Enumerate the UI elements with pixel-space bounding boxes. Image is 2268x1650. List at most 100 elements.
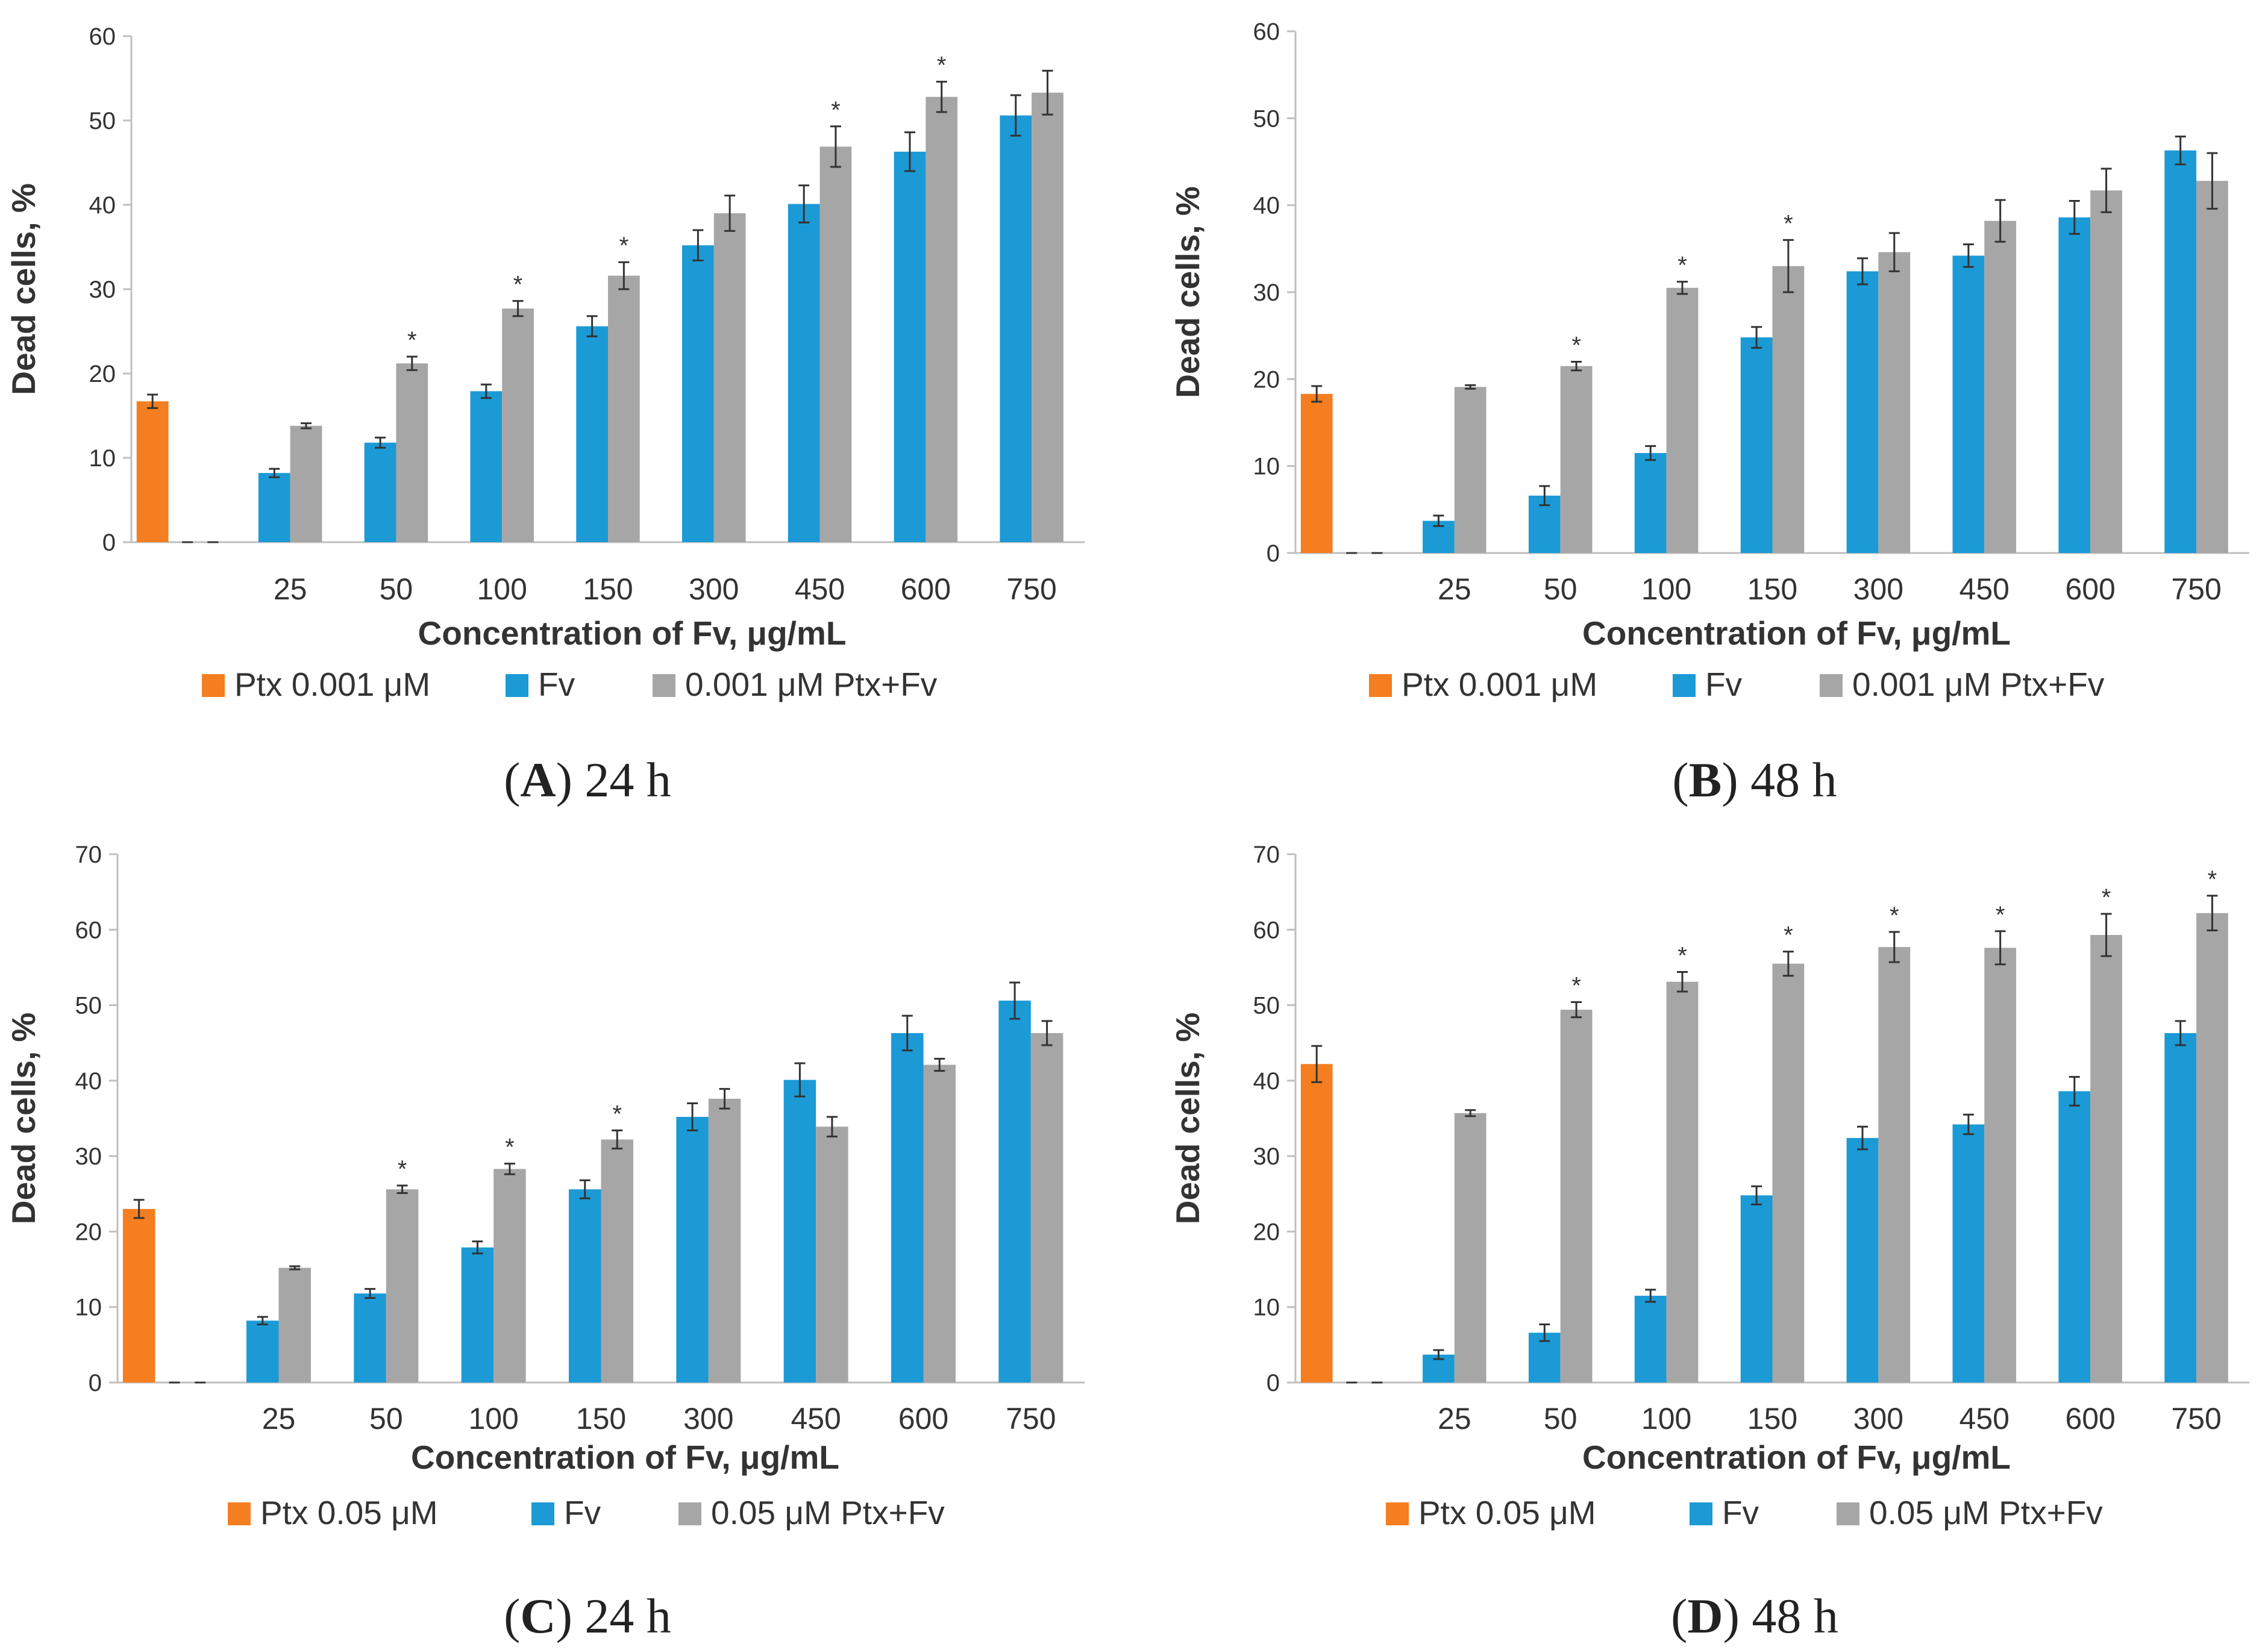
bar-fv-150: [569, 1189, 601, 1383]
bar-fv-750: [2164, 1033, 2197, 1383]
legend-swatch-ptx: [1369, 674, 1392, 697]
bar-ptx-control: [136, 401, 169, 542]
bar-combo-300: [1878, 252, 1911, 553]
x-tick-label: 50: [1544, 1402, 1577, 1436]
bar-fv-600: [894, 151, 926, 543]
y-tick-label: 30: [75, 1143, 102, 1170]
x-tick-label: 150: [583, 572, 633, 606]
bar-combo-100: [502, 308, 534, 542]
chart-panel-a: 0 10 20 30 40 50 60 25 * 50 * 100 * 150 300 * 450 * 600 750…: [5, 23, 1085, 807]
bar-fv-300: [1846, 271, 1879, 553]
bar-combo-100: [1666, 981, 1699, 1383]
x-tick-label: 50: [1544, 572, 1577, 606]
legend-label-fv: Fv: [1722, 1494, 1759, 1531]
bar-fv-100: [470, 391, 503, 542]
y-tick-label: 40: [1253, 1068, 1280, 1095]
bar-fv-300: [1846, 1138, 1879, 1383]
bar-combo-300: [1878, 947, 1911, 1383]
bar-combo-750: [2196, 181, 2228, 554]
x-axis-title: Concentration of Fv, μg/mL: [1582, 614, 2011, 652]
y-axis-title: Dead cells, %: [1169, 186, 1206, 398]
legend-swatch-fv: [506, 674, 528, 697]
legend-swatch-ptx: [228, 1502, 251, 1525]
legend-label-combo: 0.05 μM Ptx+Fv: [1869, 1494, 2103, 1531]
significance-star: *: [1784, 922, 1793, 949]
bar-fv-600: [891, 1033, 924, 1383]
bar-combo-25: [1454, 1113, 1486, 1383]
significance-star: *: [2102, 884, 2111, 911]
significance-star: *: [1890, 902, 1899, 929]
legend-label-fv: Fv: [564, 1494, 601, 1531]
x-tick-label: 150: [1747, 1402, 1797, 1436]
y-tick-label: 50: [75, 993, 102, 1019]
significance-star: *: [1678, 942, 1687, 969]
y-tick-label: 70: [1253, 842, 1280, 868]
x-tick-label: 750: [2171, 1402, 2221, 1436]
x-tick-label: 25: [1438, 1402, 1471, 1436]
bar-combo-25: [290, 425, 322, 542]
caption-time: 48 h: [1738, 752, 1837, 807]
panel-caption: (C) 24 h: [504, 1589, 671, 1643]
significance-star: *: [505, 1134, 515, 1161]
bar-fv-100: [1634, 1295, 1667, 1383]
bar-ptx-control: [1300, 393, 1333, 553]
y-axis-title: Dead cells, %: [1169, 1013, 1206, 1225]
bar-combo-150: [608, 275, 640, 542]
significance-star: *: [513, 272, 523, 298]
legend-label-fv: Fv: [538, 666, 575, 703]
bar-combo-50: [386, 1189, 419, 1383]
bar-fv-50: [354, 1293, 386, 1383]
bar-combo-600: [926, 96, 958, 543]
bar-combo-750: [1032, 92, 1064, 543]
legend-swatch-fv: [1673, 674, 1696, 697]
bar-combo-300: [708, 1098, 741, 1383]
significance-star: *: [407, 327, 417, 354]
panel-caption: (A) 24 h: [504, 752, 671, 807]
x-tick-label: 450: [1959, 1402, 2010, 1436]
y-tick-label: 0: [1267, 1370, 1280, 1396]
bar-fv-450: [1952, 1124, 1985, 1383]
bar-fv-450: [788, 204, 820, 543]
x-axis-title: Concentration of Fv, μg/mL: [411, 1439, 839, 1476]
bar-fv-50: [364, 442, 396, 542]
caption-time: 24 h: [572, 1589, 671, 1643]
legend-label-combo: 0.001 μM Ptx+Fv: [1852, 666, 2105, 703]
x-tick-label: 600: [901, 572, 951, 606]
bar-fv-750: [998, 1001, 1031, 1383]
x-tick-label: 100: [477, 572, 527, 606]
y-tick-label: 40: [1253, 193, 1280, 219]
y-tick-label: 10: [1253, 454, 1280, 480]
panel-caption: (D) 48 h: [1671, 1589, 1838, 1643]
bar-fv-750: [2164, 150, 2197, 553]
legend-swatch-fv: [1690, 1502, 1712, 1525]
y-tick-label: 40: [89, 192, 116, 219]
significance-star: *: [1571, 973, 1581, 999]
y-tick-label: 50: [1253, 105, 1280, 132]
y-tick-label: 60: [89, 23, 116, 50]
bar-fv-450: [783, 1080, 816, 1383]
y-tick-label: 60: [1253, 19, 1280, 45]
significance-star: *: [619, 233, 629, 259]
chart-panel-b: 0 10 20 30 40 50 60 25 * 50 * 100 * 150 300 450 600 750 Co…: [1169, 19, 2249, 807]
significance-star: *: [831, 97, 841, 123]
x-axis-title: Concentration of Fv, μg/mL: [418, 614, 847, 652]
chart-panel-d: 0 10 20 30 40 50 60 70 25 * 50 * 100 * 150 * 300 * 450 * 600…: [1169, 842, 2249, 1643]
chart-panel-c: 0 10 20 30 40 50 60 70 25 * 50 * 100 * 150 300 450 600 750…: [5, 842, 1085, 1643]
legend-label-fv: Fv: [1705, 666, 1743, 703]
y-tick-label: 10: [75, 1295, 102, 1321]
bar-combo-600: [2090, 190, 2122, 553]
bar-combo-600: [2090, 935, 2122, 1383]
bar-fv-25: [258, 473, 290, 542]
y-tick-label: 20: [89, 361, 116, 387]
bar-combo-50: [396, 363, 428, 542]
bar-fv-300: [682, 245, 714, 542]
bar-combo-450: [1984, 948, 2017, 1383]
bar-fv-600: [2058, 217, 2091, 554]
y-tick-label: 0: [102, 530, 116, 556]
bar-combo-450: [819, 146, 852, 542]
y-tick-label: 70: [75, 842, 102, 868]
significance-star: *: [398, 1156, 407, 1183]
x-tick-label: 25: [1438, 572, 1471, 606]
y-tick-label: 50: [1253, 993, 1280, 1019]
x-tick-label: 25: [262, 1402, 296, 1436]
